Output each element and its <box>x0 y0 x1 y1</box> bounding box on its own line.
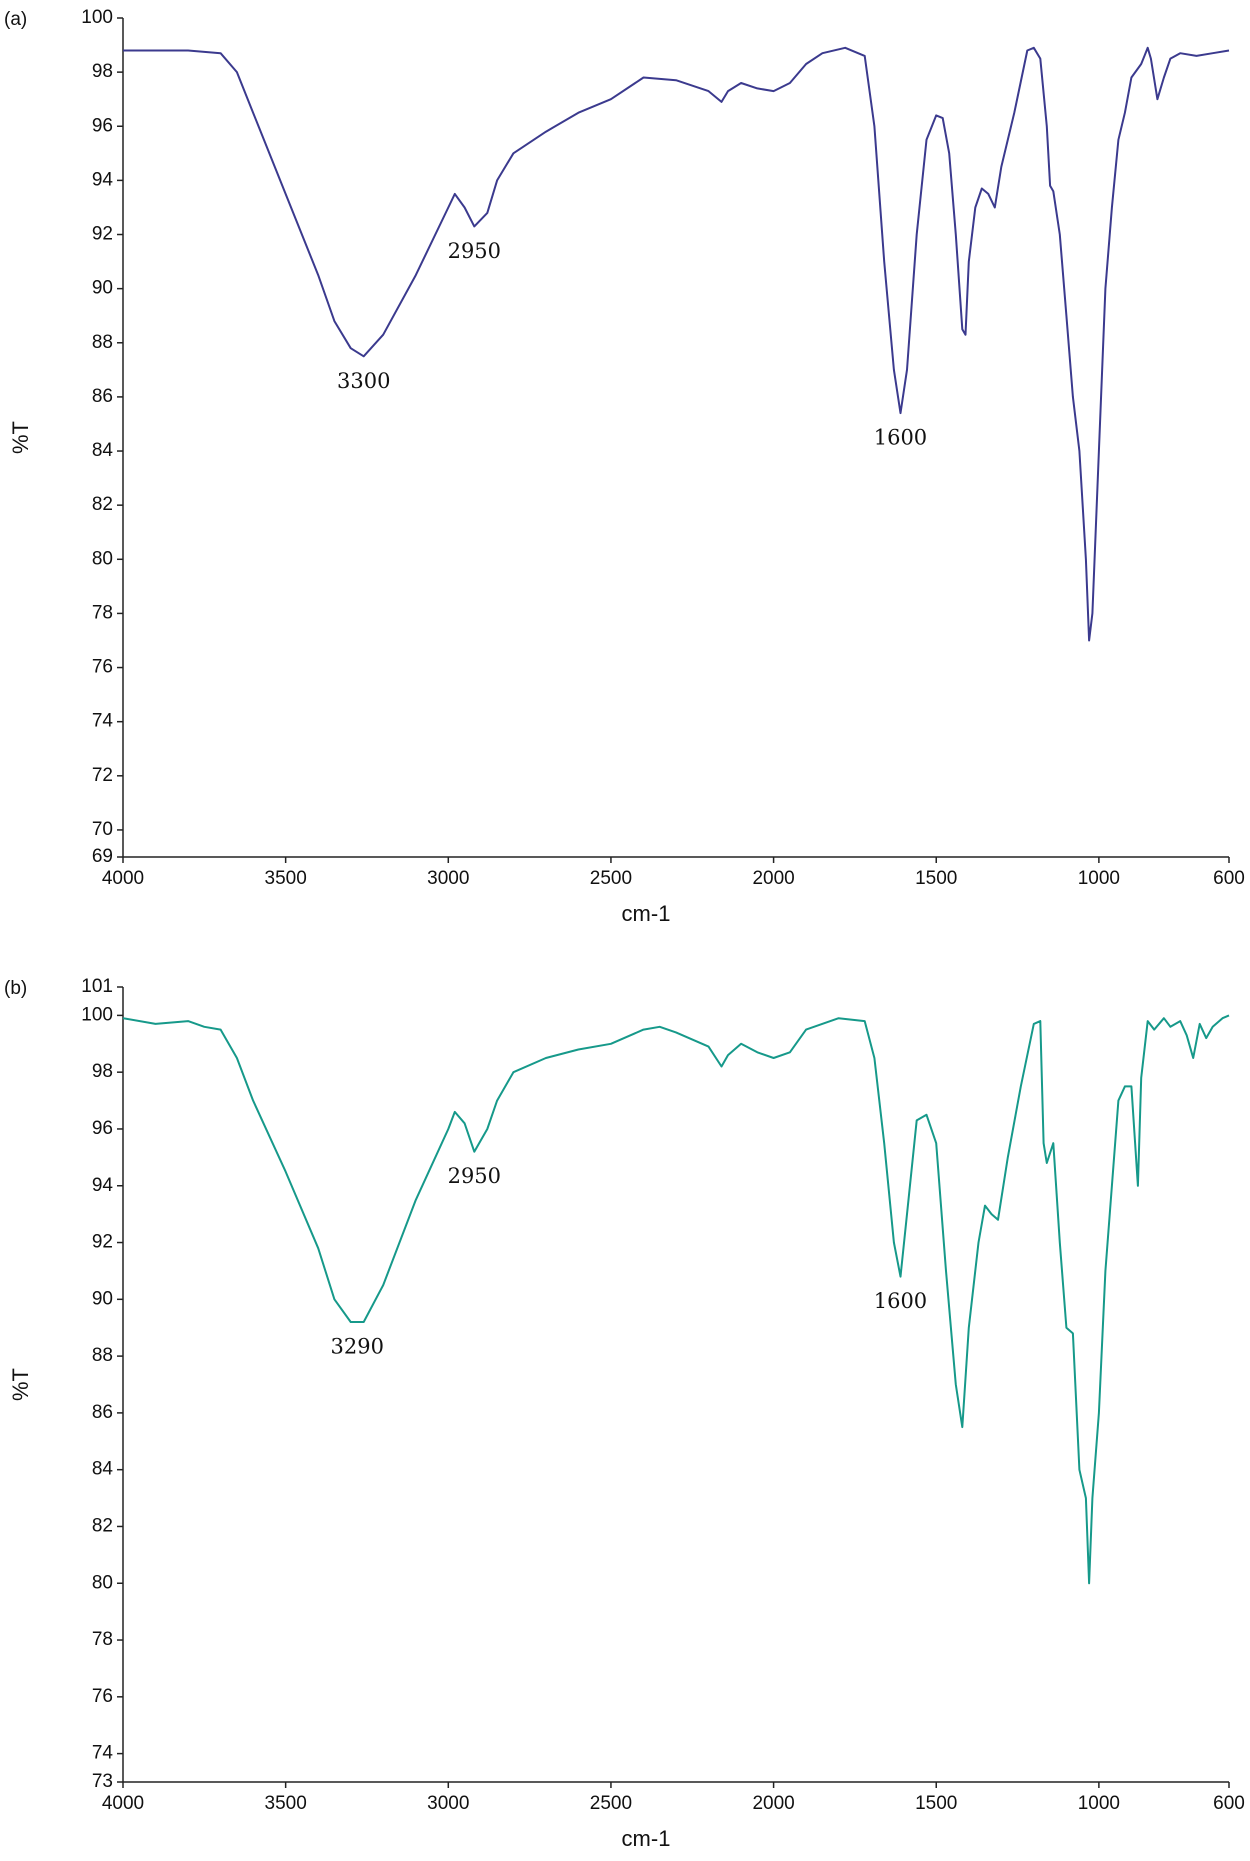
y-tick-label: 80 <box>92 1572 113 1593</box>
x-tick-label: 600 <box>1213 1793 1245 1814</box>
y-tick-label: 73 <box>92 1771 113 1792</box>
x-axis-title: cm-1 <box>622 1826 671 1851</box>
y-tick-label: 76 <box>92 657 113 678</box>
panel-label: (b) <box>4 978 27 999</box>
y-axis-title: %T <box>8 421 33 454</box>
x-tick-label: 2000 <box>752 1793 794 1814</box>
y-tick-label: 78 <box>92 602 113 623</box>
y-tick-label: 78 <box>92 1629 113 1650</box>
y-tick-label: 92 <box>92 224 113 245</box>
y-tick-label: 76 <box>92 1686 113 1707</box>
y-tick-label: 74 <box>92 711 114 732</box>
y-tick-label: 88 <box>92 332 113 353</box>
y-tick-label: 86 <box>92 386 113 407</box>
y-tick-label: 98 <box>92 61 113 82</box>
y-tick-label: 98 <box>92 1061 113 1082</box>
spectrum-line <box>122 1014 1230 1585</box>
y-axis-title: %T <box>8 1368 33 1401</box>
y-tick-label: 100 <box>81 7 113 28</box>
peak-label: 2950 <box>448 1164 501 1188</box>
y-tick-label: 90 <box>92 1288 113 1309</box>
x-tick-label: 1500 <box>915 1793 957 1814</box>
y-tick-label: 84 <box>92 440 114 461</box>
peak-label: 1600 <box>874 1289 927 1313</box>
y-tick-label: 80 <box>92 548 113 569</box>
x-tick-label: 2500 <box>590 1793 632 1814</box>
x-tick-label: 3500 <box>265 1793 307 1814</box>
y-tick-label: 96 <box>92 1118 113 1139</box>
x-tick-label: 1000 <box>1078 868 1120 889</box>
y-tick-label: 100 <box>81 1004 113 1025</box>
x-tick-label: 4000 <box>102 1793 144 1814</box>
peak-label: 3290 <box>330 1335 383 1359</box>
peak-label: 1600 <box>874 426 927 450</box>
x-tick-label: 3000 <box>427 868 469 889</box>
y-tick-label: 94 <box>92 1175 114 1196</box>
x-tick-label: 3500 <box>265 868 307 889</box>
y-tick-label: 70 <box>92 819 113 840</box>
peak-label: 3300 <box>337 369 390 393</box>
y-tick-label: 101 <box>81 976 113 997</box>
spectrum-line <box>123 46 1230 642</box>
y-tick-label: 82 <box>92 494 113 515</box>
x-axis-title: cm-1 <box>622 901 671 926</box>
y-tick-label: 96 <box>92 115 113 136</box>
y-tick-label: 69 <box>92 846 113 867</box>
y-tick-label: 74 <box>92 1743 114 1764</box>
x-tick-label: 4000 <box>102 868 144 889</box>
x-tick-label: 1000 <box>1078 1793 1120 1814</box>
y-tick-label: 82 <box>92 1515 113 1536</box>
x-tick-label: 1500 <box>915 868 957 889</box>
y-tick-label: 92 <box>92 1232 113 1253</box>
x-tick-label: 3000 <box>427 1793 469 1814</box>
y-tick-label: 88 <box>92 1345 113 1366</box>
y-tick-label: 86 <box>92 1402 113 1423</box>
x-tick-label: 2000 <box>752 868 794 889</box>
y-tick-label: 94 <box>92 169 114 190</box>
panel-label: (a) <box>4 9 27 30</box>
peak-label: 2950 <box>448 239 501 263</box>
x-tick-label: 600 <box>1213 868 1245 889</box>
y-tick-label: 90 <box>92 278 113 299</box>
y-tick-label: 72 <box>92 765 113 786</box>
y-tick-label: 84 <box>92 1459 114 1480</box>
x-tick-label: 2500 <box>590 868 632 889</box>
